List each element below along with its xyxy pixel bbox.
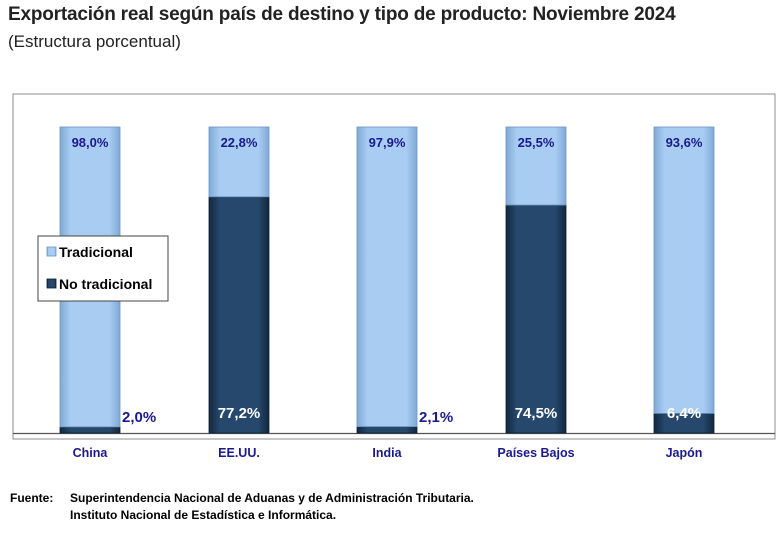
bar-tradicional-3	[505, 126, 567, 206]
bar-no-tradicional-0	[59, 426, 121, 434]
source-label: Fuente:	[10, 491, 54, 505]
bar-no-tradicional-1	[208, 196, 270, 434]
legend-box	[37, 235, 169, 302]
source-line-1: Superintendencia Nacional de Aduanas y d…	[70, 491, 474, 505]
legend-label-1: No tradicional	[59, 276, 152, 292]
bar-tradicional-2	[356, 126, 418, 427]
x-tick-label-3: Países Bajos	[497, 446, 574, 460]
bar-tradicional-1	[208, 126, 270, 198]
label-tradicional-2: 97,9%	[369, 135, 406, 150]
chart-subtitle: (Estructura porcentual)	[8, 32, 181, 51]
bar-tradicional-4	[653, 126, 715, 414]
bar-no-tradicional-3	[505, 204, 567, 434]
label-no-tradicional-3: 74,5%	[515, 405, 558, 422]
source-note: Fuente: Superintendencia Nacional de Adua…	[10, 490, 474, 524]
label-tradicional-0: 98,0%	[72, 135, 109, 150]
legend-swatch-1	[46, 278, 57, 289]
x-tick-label-2: India	[372, 446, 402, 460]
chart-title: Exportación real según país de destino y…	[8, 4, 676, 25]
label-tradicional-4: 93,6%	[666, 135, 703, 150]
label-tradicional-3: 25,5%	[518, 135, 555, 150]
legend-label-0: Tradicional	[59, 244, 133, 260]
label-no-tradicional-1: 77,2%	[218, 405, 261, 422]
source-line-2: Instituto Nacional de Estadística e Info…	[70, 508, 337, 522]
x-tick-label-4: Japón	[666, 446, 703, 460]
label-no-tradicional-4: 6,4%	[667, 405, 701, 422]
bar-no-tradicional-2	[356, 426, 418, 434]
legend-swatch-0	[46, 246, 57, 257]
x-tick-label-0: China	[73, 446, 109, 460]
label-tradicional-1: 22,8%	[221, 135, 258, 150]
x-tick-label-1: EE.UU.	[218, 446, 260, 460]
label-no-tradicional-0: 2,0%	[122, 409, 156, 426]
plot-area	[12, 93, 776, 440]
label-no-tradicional-2: 2,1%	[419, 409, 453, 426]
